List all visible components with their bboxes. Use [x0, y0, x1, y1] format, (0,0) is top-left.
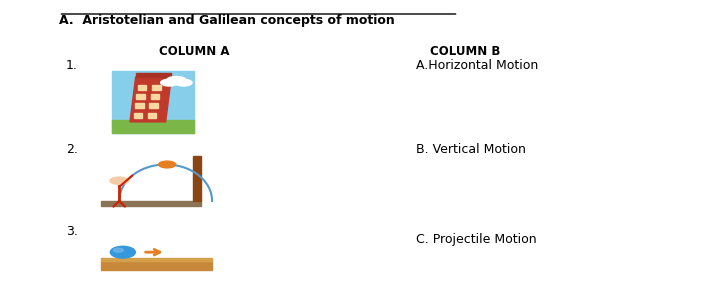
Circle shape	[175, 79, 192, 86]
Text: COLUMN A: COLUMN A	[159, 45, 229, 58]
Bar	[149, 103, 158, 108]
Bar	[112, 121, 194, 133]
Bar	[101, 258, 212, 261]
Bar	[152, 85, 161, 90]
Circle shape	[161, 79, 178, 86]
Circle shape	[110, 177, 128, 184]
Circle shape	[158, 161, 176, 168]
Polygon shape	[101, 261, 212, 270]
Bar	[193, 156, 201, 201]
Ellipse shape	[110, 246, 136, 258]
Polygon shape	[130, 77, 171, 122]
Ellipse shape	[113, 248, 123, 252]
Bar	[136, 73, 171, 77]
Text: 3.: 3.	[66, 225, 77, 238]
Text: COLUMN B: COLUMN B	[430, 45, 500, 58]
Text: 1.: 1.	[66, 59, 77, 72]
Bar	[136, 94, 145, 99]
Bar	[148, 113, 156, 118]
Bar	[112, 71, 194, 133]
Circle shape	[166, 76, 186, 84]
Bar	[151, 94, 159, 99]
Text: A.  Aristotelian and Galilean concepts of motion: A. Aristotelian and Galilean concepts of…	[59, 14, 394, 27]
Text: B. Vertical Motion: B. Vertical Motion	[416, 143, 526, 156]
Text: C. Projectile Motion: C. Projectile Motion	[416, 233, 536, 246]
Text: 2.: 2.	[66, 143, 77, 156]
Bar	[138, 85, 146, 90]
Bar	[133, 113, 142, 118]
Bar	[135, 103, 143, 108]
Bar	[101, 201, 201, 206]
Text: A.Horizontal Motion: A.Horizontal Motion	[416, 59, 538, 72]
